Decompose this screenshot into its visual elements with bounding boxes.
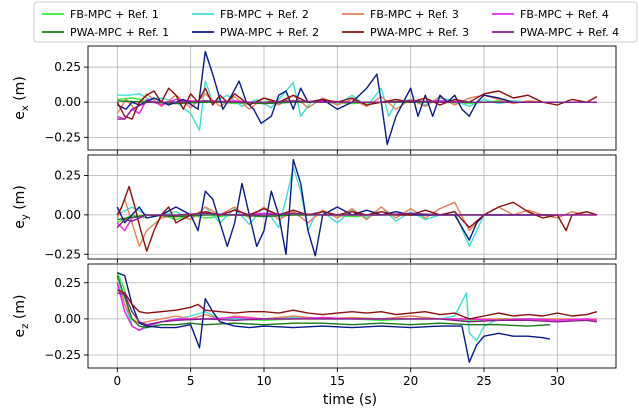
series-group <box>116 159 598 257</box>
legend-entry: PWA-MPC + Ref. 2 <box>192 26 319 39</box>
y-tick-label: 0.25 <box>54 168 81 182</box>
series-line-pwa3 <box>117 289 598 320</box>
legend-label: PWA-MPC + Ref. 2 <box>220 26 319 39</box>
y-tick-label: 0.25 <box>54 276 81 290</box>
series-line-pwa4 <box>117 292 598 326</box>
legend-entry: PWA-MPC + Ref. 4 <box>492 26 619 39</box>
series-line-pwa3 <box>116 185 598 252</box>
x-axis-label: time (s) <box>323 392 377 408</box>
legend-label: PWA-MPC + Ref. 3 <box>370 26 469 39</box>
series-group <box>116 272 598 363</box>
series-line-fb3 <box>116 282 597 324</box>
axes-frame <box>87 45 617 151</box>
y-tick-label: 0.00 <box>54 95 81 109</box>
y-axis-label: ey (m) <box>12 185 31 229</box>
series-line-pwa2 <box>116 159 550 257</box>
y-axis-label-unit: (m) <box>12 76 28 105</box>
y-axis-label: ez (m) <box>12 295 31 338</box>
y-axis-label-main: e <box>12 111 28 120</box>
axes-frame <box>87 154 617 260</box>
y-axis-label-main: e <box>12 220 28 229</box>
series-line-fb3 <box>116 198 597 248</box>
x-tick-label: 10 <box>256 374 271 388</box>
legend-label: FB-MPC + Ref. 1 <box>70 8 159 21</box>
legend-label: FB-MPC + Ref. 3 <box>370 8 459 21</box>
x-tick-label: 25 <box>476 374 491 388</box>
series-line-pwa3 <box>116 87 598 120</box>
y-axis-label-unit: (m) <box>12 185 28 214</box>
y-axis-label: ex (m) <box>12 76 31 120</box>
subplot-y: −0.25 0.00 0.25 ey (m) <box>12 154 617 263</box>
x-tick-label: 5 <box>187 374 195 388</box>
x-tick-label: 20 <box>403 374 418 388</box>
y-tick-label: 0.00 <box>54 208 81 222</box>
series-line-fb1 <box>116 272 550 332</box>
legend-entry: PWA-MPC + Ref. 1 <box>42 26 169 39</box>
legend-label: PWA-MPC + Ref. 1 <box>70 26 169 39</box>
x-tick-label: 30 <box>550 374 565 388</box>
legend-label: FB-MPC + Ref. 4 <box>520 8 609 21</box>
legend-label: PWA-MPC + Ref. 4 <box>520 26 619 39</box>
series-line-pwa4 <box>117 100 597 120</box>
series-line-pwa4 <box>116 212 597 228</box>
series-line-pwa2 <box>117 272 551 363</box>
y-axis-label-sub: x <box>20 105 31 111</box>
y-tick-label: 0.00 <box>54 312 81 326</box>
subplot-x: −0.25 0.00 0.25 ex (m) <box>12 45 617 154</box>
y-tick-label: −0.25 <box>44 348 81 362</box>
y-axis-label-unit: (m) <box>12 295 28 324</box>
series-group <box>116 50 598 146</box>
y-axis-label-sub: z <box>20 324 31 329</box>
series-line-fb2 <box>116 166 550 248</box>
legend-entry: FB-MPC + Ref. 2 <box>192 8 309 21</box>
legend: FB-MPC + Ref. 1 FB-MPC + Ref. 2 FB-MPC + R… <box>33 1 638 43</box>
y-tick-label: −0.25 <box>44 247 81 261</box>
x-tick-label: 15 <box>330 374 345 388</box>
legend-entry: FB-MPC + Ref. 1 <box>42 8 159 21</box>
legend-frame <box>33 1 638 43</box>
series-line-pwa2 <box>116 50 550 146</box>
legend-entry: FB-MPC + Ref. 4 <box>492 8 609 21</box>
axes-frame <box>87 263 617 369</box>
series-line-fb2 <box>116 275 550 342</box>
y-axis-label-sub: y <box>20 214 31 220</box>
y-tick-label: 0.25 <box>54 60 81 74</box>
legend-label: FB-MPC + Ref. 2 <box>220 8 309 21</box>
subplot-z: −0.25 0.00 0.25 0 5 10 15 20 25 30 ez (m) <box>12 263 617 388</box>
x-tick-label: 0 <box>114 374 122 388</box>
legend-entry: FB-MPC + Ref. 3 <box>342 8 459 21</box>
series-line-pwa1 <box>116 275 551 329</box>
y-tick-label: −0.25 <box>44 130 81 144</box>
y-axis-label-main: e <box>12 329 28 338</box>
legend-entry: PWA-MPC + Ref. 3 <box>342 26 469 39</box>
